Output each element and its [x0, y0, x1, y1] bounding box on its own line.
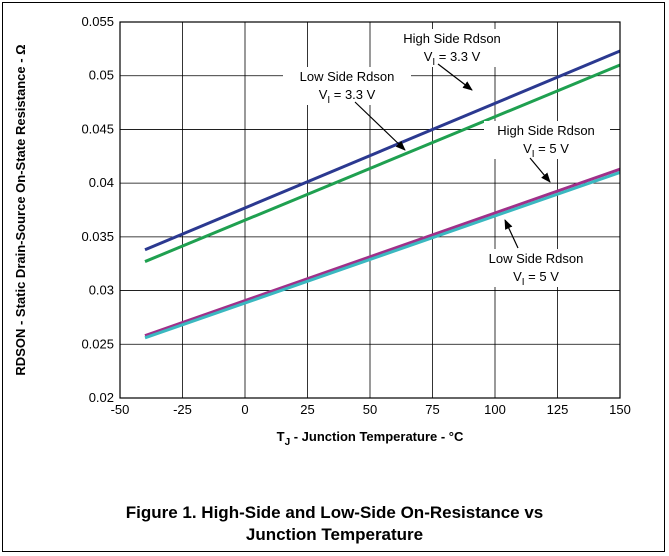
annotation-v: V [523, 141, 532, 156]
annotation-value: = 3.3 V [435, 49, 480, 64]
annotation-line-2: VI = 5 V [513, 269, 559, 288]
y-tick-label: 0.02 [89, 390, 114, 405]
annotation-box [390, 29, 516, 67]
series-line-high-side-3v3 [144, 49, 621, 252]
annotation-line-2: VI = 3.3 V [424, 49, 481, 68]
annotation-line-2: VI = 3.3 V [319, 87, 376, 106]
annotation-v: V [319, 87, 328, 102]
y-tick-label: 0.04 [89, 175, 114, 190]
annotation-arrow [529, 157, 551, 183]
series-line-low-side-5v [144, 170, 621, 340]
y-tick-label: 0.025 [81, 336, 114, 351]
annotation-line-1: Low Side Rdson [300, 69, 395, 84]
x-tick-labels: -50 -25 0 25 50 75 100 125 150 [111, 402, 631, 417]
annotation-high-side-5v: High Side Rdson VI = 5 V [484, 121, 610, 183]
y-tick-labels: 0.02 0.025 0.03 0.035 0.04 0.045 0.05 0.055 [81, 14, 114, 405]
annotation-v: V [513, 269, 522, 284]
y-tick-label: 0.03 [89, 283, 114, 298]
y-tick-label: 0.035 [81, 229, 114, 244]
annotation-box [474, 249, 600, 287]
x-tick-label: 0 [241, 402, 248, 417]
x-tick-label: 100 [484, 402, 506, 417]
x-tick-label: -25 [173, 402, 192, 417]
annotation-value: = 3.3 V [330, 87, 375, 102]
annotation-v-sub: I [522, 277, 525, 288]
annotation-value: = 5 V [535, 141, 570, 156]
x-axis-label-sub: J [285, 437, 291, 448]
annotation-v-sub: I [327, 95, 330, 106]
annotation-line-1: Low Side Rdson [489, 251, 584, 266]
annotation-box [484, 121, 610, 159]
annotation-v-sub: I [432, 57, 435, 68]
x-tick-label: -50 [111, 402, 130, 417]
annotation-arrow [354, 101, 406, 151]
x-tick-label: 150 [609, 402, 631, 417]
annotation-low-side-5v: Low Side Rdson VI = 5 V [474, 219, 600, 288]
annotation-line-2: VI = 5 V [523, 141, 569, 160]
series-group [144, 49, 621, 340]
annotation-v-sub: I [532, 149, 535, 160]
series-line-low-side-3v3 [144, 63, 621, 263]
annotation-v: V [424, 49, 433, 64]
x-axis-label-main: T [277, 429, 285, 444]
x-tick-label: 75 [425, 402, 439, 417]
y-tick-label: 0.055 [81, 14, 114, 29]
y-tick-label: 0.05 [89, 68, 114, 83]
annotation-high-side-3v3: High Side Rdson VI = 3.3 V [390, 29, 516, 91]
plot-border [119, 21, 621, 399]
x-axis-label: TJ - Junction Temperature - °C [277, 429, 464, 448]
annotation-line-1: High Side Rdson [497, 123, 595, 138]
y-tick-label: 0.045 [81, 121, 114, 136]
annotation-box [283, 67, 411, 105]
x-tick-label: 125 [547, 402, 569, 417]
annotation-arrow [437, 63, 473, 91]
x-tick-label: 25 [300, 402, 314, 417]
caption-line-2: Junction Temperature [245, 525, 424, 544]
annotation-arrow [504, 219, 519, 249]
annotation-value: = 5 V [525, 269, 560, 284]
annotation-low-side-3v3: Low Side Rdson VI = 3.3 V [283, 67, 411, 151]
figure-caption: Figure 1. High-Side and Low-Side On-Resi… [0, 502, 669, 546]
annotation-line-1: High Side Rdson [403, 31, 501, 46]
x-axis-label-rest: - Junction Temperature - °C [290, 429, 464, 444]
caption-line-1: Figure 1. High-Side and Low-Side On-Resi… [125, 503, 544, 522]
x-tick-label: 50 [363, 402, 377, 417]
series-line-high-side-5v [144, 167, 621, 338]
y-axis-label: RDSON - Static Drain-Source On-State Res… [13, 44, 28, 375]
